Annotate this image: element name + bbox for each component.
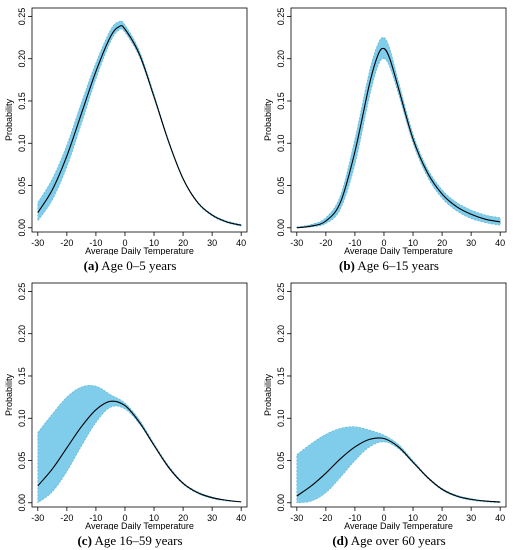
chart-b-x-tick-label: 20 xyxy=(437,238,447,248)
chart-c-plot-frame xyxy=(31,282,248,508)
chart-c-x-tick-label: 20 xyxy=(178,513,188,523)
chart-d-y-tick-label: 0.25 xyxy=(276,283,286,301)
chart-b-mean-line xyxy=(296,47,501,229)
chart-a-y-tick-label: 0.10 xyxy=(17,134,27,152)
chart-a-caption-text: Age 0–5 years xyxy=(98,258,177,273)
chart-d-caption-label: (d) xyxy=(332,533,349,548)
chart-d-y-tick-label: 0.10 xyxy=(276,409,286,427)
chart-c-x-axis-label: Average Daily Temperature xyxy=(85,521,194,530)
chart-d-confidence-band xyxy=(296,426,501,504)
chart-d-x-axis-label: Average Daily Temperature xyxy=(344,521,453,530)
chart-d-x-tick-label: -30 xyxy=(290,513,303,523)
chart-a-x-tick-label: 40 xyxy=(236,238,246,248)
chart-d-y-tick-label: 0.20 xyxy=(276,325,286,343)
chart-panel-c: -30 -20 -10 0 10 20 30 40 0.00 0.05 0.10 0.15 0.20 0.… xyxy=(0,275,260,550)
chart-a-svg: -30 -20 -10 0 10 20 30 40 0.00 0.05 0.10 0.15 0.20 0.… xyxy=(4,7,248,255)
chart-panel-a: -30 -20 -10 0 10 20 30 40 0.00 0.05 0.10 0.15 0.20 0.… xyxy=(0,0,260,275)
chart-d-mean-line xyxy=(296,437,501,503)
chart-a-x-tick-label: 0 xyxy=(122,238,127,248)
chart-b-confidence-band xyxy=(296,37,501,229)
chart-a-confidence-band xyxy=(37,20,242,227)
chart-c-x-tick-label: 10 xyxy=(149,513,159,523)
chart-c-x-tick-label: -20 xyxy=(60,513,73,523)
chart-b-plot-frame xyxy=(290,7,507,233)
chart-c-y-tick-label: 0.25 xyxy=(17,283,27,301)
chart-d-y-tick-label: 0.00 xyxy=(276,494,286,512)
chart-d-caption: (d) Age over 60 years xyxy=(259,533,519,549)
chart-b-x-tick-label: -10 xyxy=(348,238,361,248)
chart-d-x-tick-label: 40 xyxy=(495,513,505,523)
chart-b-x-tick-label: -20 xyxy=(319,238,332,248)
chart-panel-d: -30 -20 -10 0 10 20 30 40 0.00 0.05 0.10 0.15 0.20 0.… xyxy=(259,275,519,550)
chart-a-x-tick-label: 20 xyxy=(178,238,188,248)
chart-b-y-tick-label: 0.10 xyxy=(276,134,286,152)
chart-b-x-tick-label: 40 xyxy=(495,238,505,248)
chart-b-y-axis-label: Probability xyxy=(263,98,273,141)
chart-c-caption: (c) Age 16–59 years xyxy=(0,533,260,549)
chart-b-x-tick-label: -30 xyxy=(290,238,303,248)
chart-b-svg: -30 -20 -10 0 10 20 30 40 0.00 0.05 0.10 0.15 0.20 0.… xyxy=(263,7,507,255)
chart-c-caption-label: (c) xyxy=(77,533,92,548)
chart-c-y-tick-label: 0.00 xyxy=(17,494,27,512)
chart-a-caption-label: (a) xyxy=(83,258,99,273)
chart-d-x-tick-label: -20 xyxy=(319,513,332,523)
chart-d-x-tick-label: -10 xyxy=(348,513,361,523)
chart-a-plot-frame xyxy=(31,7,248,233)
chart-d-x-tick-label: 10 xyxy=(408,513,418,523)
chart-d-y-tick-label: 0.05 xyxy=(276,452,286,470)
chart-b-x-tick-label: 0 xyxy=(381,238,386,248)
chart-d-x-tick-label: 30 xyxy=(466,513,476,523)
chart-b-y-tick-label: 0.00 xyxy=(276,219,286,237)
chart-c-y-tick-label: 0.20 xyxy=(17,325,27,343)
chart-b-y-tick-label: 0.20 xyxy=(276,50,286,68)
chart-c-y-axis-label: Probability xyxy=(4,373,14,416)
chart-a-mean-line xyxy=(37,25,242,226)
chart-b-caption: (b) Age 6–15 years xyxy=(259,258,519,274)
chart-b-caption-label: (b) xyxy=(338,258,355,273)
chart-c-svg: -30 -20 -10 0 10 20 30 40 0.00 0.05 0.10 0.15 0.20 0.… xyxy=(4,282,248,530)
chart-b-y-tick-label: 0.05 xyxy=(276,177,286,195)
chart-a-y-tick-label: 0.05 xyxy=(17,177,27,195)
chart-a-x-tick-label: 30 xyxy=(207,238,217,248)
chart-d-caption-text: Age over 60 years xyxy=(348,533,446,548)
chart-c-caption-text: Age 16–59 years xyxy=(91,533,183,548)
chart-a-y-tick-label: 0.15 xyxy=(17,92,27,110)
chart-c-confidence-band xyxy=(37,385,242,504)
chart-d-x-tick-label: 0 xyxy=(381,513,386,523)
chart-b-x-tick-label: 10 xyxy=(408,238,418,248)
chart-b-caption-text: Age 6–15 years xyxy=(354,258,439,273)
chart-a-x-tick-label: -20 xyxy=(60,238,73,248)
chart-c-x-tick-label: -10 xyxy=(89,513,102,523)
chart-d-plot-frame xyxy=(290,282,507,508)
chart-d-svg: -30 -20 -10 0 10 20 30 40 0.00 0.05 0.10 0.15 0.20 0.… xyxy=(263,282,507,530)
chart-a-y-tick-label: 0.00 xyxy=(17,219,27,237)
chart-a-x-axis-label: Average Daily Temperature xyxy=(85,246,194,255)
chart-a-x-tick-label: 10 xyxy=(149,238,159,248)
chart-c-y-tick-label: 0.10 xyxy=(17,409,27,427)
chart-c-x-tick-label: 0 xyxy=(122,513,127,523)
chart-b-y-tick-label: 0.15 xyxy=(276,92,286,110)
chart-a-x-tick-label: -30 xyxy=(31,238,44,248)
chart-b-x-tick-label: 30 xyxy=(466,238,476,248)
chart-a-y-tick-label: 0.25 xyxy=(17,8,27,26)
chart-a-x-tick-label: -10 xyxy=(89,238,102,248)
chart-d-y-axis-label: Probability xyxy=(263,373,273,416)
chart-a-caption: (a) Age 0–5 years xyxy=(0,258,260,274)
chart-b-y-tick-label: 0.25 xyxy=(276,8,286,26)
chart-d-x-tick-label: 20 xyxy=(437,513,447,523)
chart-c-mean-line xyxy=(37,400,242,503)
chart-c-y-tick-label: 0.15 xyxy=(17,367,27,385)
chart-c-x-tick-label: -30 xyxy=(31,513,44,523)
chart-c-y-tick-label: 0.05 xyxy=(17,452,27,470)
chart-a-y-tick-label: 0.20 xyxy=(17,50,27,68)
chart-b-x-axis-label: Average Daily Temperature xyxy=(344,246,453,255)
chart-panel-b: -30 -20 -10 0 10 20 30 40 0.00 0.05 0.10 0.15 0.20 0.… xyxy=(259,0,519,275)
chart-c-x-tick-label: 40 xyxy=(236,513,246,523)
chart-d-y-tick-label: 0.15 xyxy=(276,367,286,385)
chart-a-y-axis-label: Probability xyxy=(4,98,14,141)
chart-c-x-tick-label: 30 xyxy=(207,513,217,523)
